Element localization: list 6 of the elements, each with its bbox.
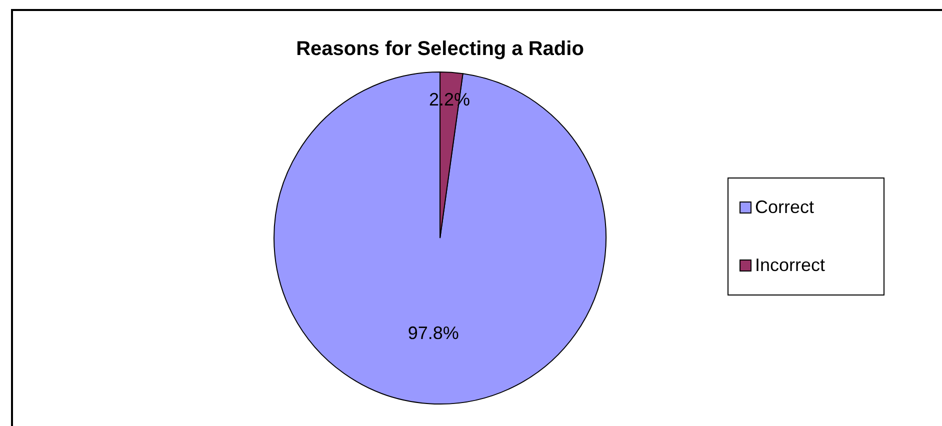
legend-label: Correct [755, 196, 814, 217]
pie-slice [274, 72, 606, 404]
data-label: 2.2% [429, 89, 470, 110]
chart-title: Reasons for Selecting a Radio [296, 38, 584, 60]
data-label: 97.8% [408, 322, 459, 343]
legend-label: Incorrect [755, 254, 826, 275]
